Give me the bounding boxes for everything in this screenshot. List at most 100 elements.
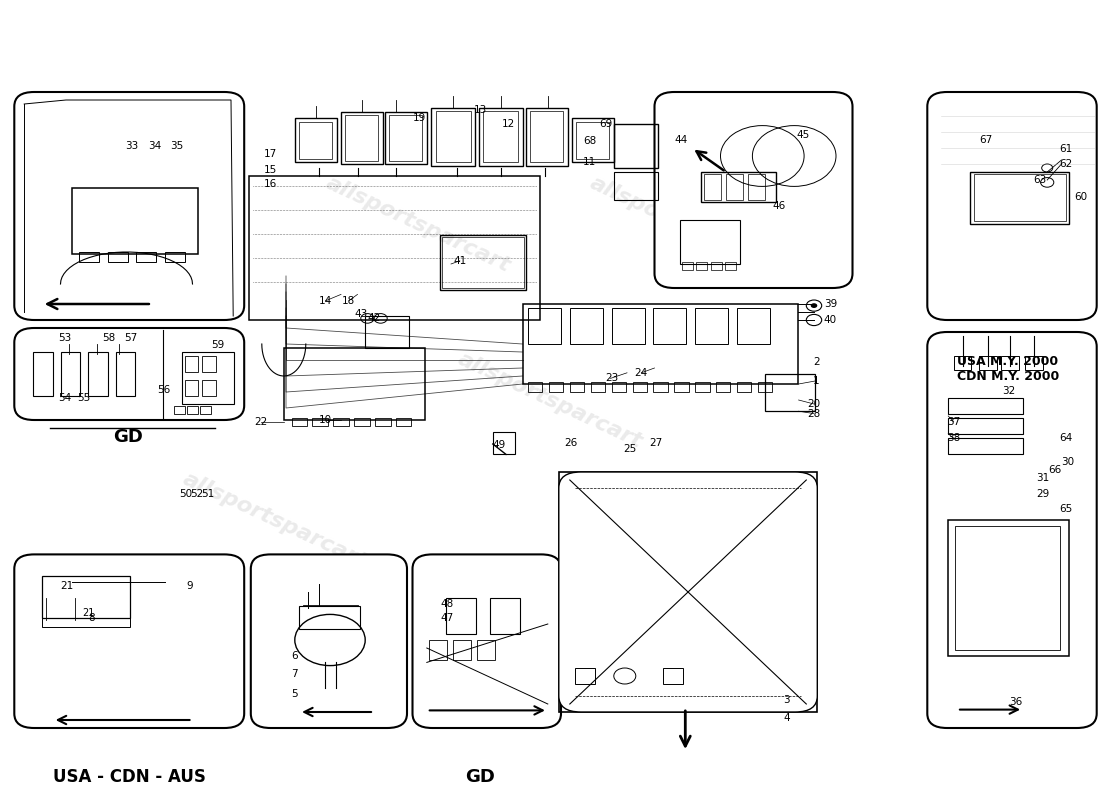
Text: 26: 26 (564, 438, 578, 448)
Bar (716, 382, 730, 392)
Bar (682, 262, 693, 270)
Bar (174, 406, 185, 414)
Text: USA - CDN - AUS: USA - CDN - AUS (54, 768, 206, 786)
FancyBboxPatch shape (14, 554, 244, 728)
Text: 10: 10 (319, 415, 332, 425)
Bar (429, 640, 447, 660)
Text: 12: 12 (502, 119, 515, 129)
FancyBboxPatch shape (559, 472, 817, 712)
Text: 7: 7 (292, 670, 298, 679)
Bar (614, 124, 658, 168)
Text: 32: 32 (1002, 386, 1015, 396)
Bar (572, 118, 614, 162)
Text: 54: 54 (58, 393, 72, 402)
Text: 21: 21 (60, 582, 74, 591)
Text: 8: 8 (88, 614, 95, 623)
Bar (979, 356, 997, 370)
Text: 49: 49 (493, 440, 506, 450)
Bar (674, 382, 689, 392)
Bar (202, 356, 216, 372)
Text: 65: 65 (1059, 504, 1072, 514)
Text: allsportsparcart: allsportsparcart (454, 349, 646, 451)
FancyBboxPatch shape (14, 328, 244, 420)
Bar (60, 352, 80, 396)
Text: 37: 37 (947, 417, 960, 426)
Bar (33, 352, 53, 396)
Text: 19: 19 (412, 113, 426, 122)
Text: 56: 56 (157, 386, 170, 395)
Bar (396, 418, 411, 426)
Bar (764, 374, 815, 411)
Bar (737, 382, 751, 392)
Bar (954, 356, 971, 370)
Text: 50: 50 (179, 489, 192, 498)
Text: 43: 43 (354, 309, 367, 318)
Text: 16: 16 (264, 179, 277, 189)
Bar (108, 252, 128, 262)
Bar (695, 308, 728, 344)
FancyBboxPatch shape (14, 92, 244, 320)
Text: allsportsparcart: allsportsparcart (619, 469, 811, 571)
Text: allsportsparcart: allsportsparcart (179, 469, 371, 571)
Bar (970, 172, 1069, 224)
Text: allsportsparcart: allsportsparcart (586, 173, 778, 275)
FancyBboxPatch shape (412, 554, 561, 728)
Text: 17: 17 (264, 150, 277, 159)
Text: allsportsparcart: allsportsparcart (322, 173, 514, 275)
Bar (299, 122, 332, 159)
Text: 64: 64 (1059, 433, 1072, 442)
FancyBboxPatch shape (927, 332, 1097, 728)
Bar (345, 115, 378, 161)
Bar (79, 252, 99, 262)
Bar (748, 174, 764, 200)
Bar (653, 382, 668, 392)
Bar (478, 108, 522, 166)
Bar (200, 406, 211, 414)
Bar (365, 316, 409, 348)
Text: 6: 6 (292, 651, 298, 661)
Text: 45: 45 (796, 130, 810, 140)
Bar (249, 176, 540, 320)
Bar (701, 172, 776, 202)
Bar (354, 418, 370, 426)
Bar (375, 418, 390, 426)
Bar (955, 526, 1060, 650)
Bar (576, 122, 609, 159)
Bar (591, 382, 605, 392)
Text: 59: 59 (211, 340, 224, 350)
Bar (202, 380, 216, 396)
Bar (758, 382, 772, 392)
Bar (453, 640, 471, 660)
Bar (1001, 356, 1019, 370)
Text: 40: 40 (824, 315, 837, 325)
FancyBboxPatch shape (251, 554, 407, 728)
Bar (295, 118, 337, 162)
Bar (704, 174, 720, 200)
Bar (559, 472, 817, 712)
Text: 5: 5 (292, 689, 298, 698)
Bar (490, 598, 520, 634)
Bar (477, 640, 495, 660)
Bar (182, 352, 234, 404)
Bar (1025, 356, 1043, 370)
Text: 4: 4 (783, 713, 790, 722)
Bar (948, 418, 1023, 434)
Bar (284, 348, 425, 420)
Bar (292, 418, 307, 426)
Text: 31: 31 (1036, 473, 1049, 482)
Text: GD: GD (464, 768, 495, 786)
Text: 29: 29 (1036, 489, 1049, 498)
Bar (88, 352, 108, 396)
Text: 13: 13 (474, 106, 487, 115)
Bar (341, 112, 383, 164)
Bar (440, 235, 526, 290)
Bar (431, 108, 475, 166)
Bar (385, 112, 427, 164)
Text: 46: 46 (772, 201, 785, 210)
Bar (42, 618, 130, 627)
Bar (695, 382, 710, 392)
Bar (72, 188, 198, 254)
Bar (549, 382, 563, 392)
Text: 55: 55 (77, 393, 90, 402)
Bar (312, 418, 328, 426)
